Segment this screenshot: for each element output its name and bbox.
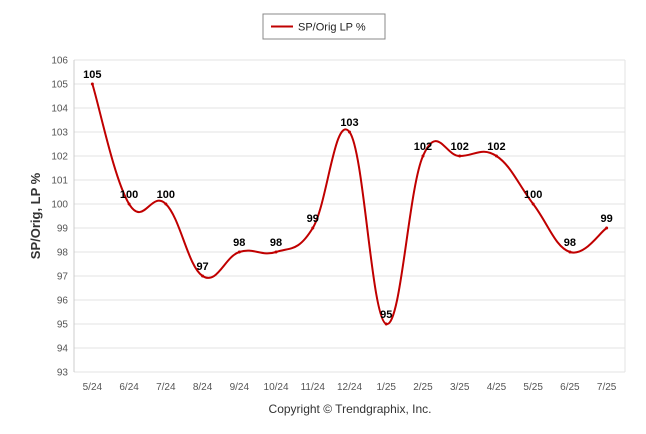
x-tick-label: 6/24 — [119, 382, 139, 393]
data-label: 95 — [380, 309, 392, 321]
copyright-footer: Copyright © Trendgraphix, Inc. — [269, 402, 432, 416]
data-label: 100 — [157, 189, 175, 201]
data-label: 102 — [487, 141, 505, 153]
data-label: 102 — [451, 141, 469, 153]
data-label: 98 — [233, 237, 245, 249]
data-label: 98 — [270, 237, 282, 249]
data-point — [458, 154, 462, 158]
data-point — [421, 154, 425, 158]
series-line — [91, 83, 608, 326]
data-label: 100 — [120, 189, 138, 201]
x-tick-label: 4/25 — [487, 382, 507, 393]
y-tick-label: 105 — [51, 80, 68, 91]
data-label: 102 — [414, 141, 432, 153]
x-tick-label: 9/24 — [230, 382, 250, 393]
data-point — [311, 226, 315, 230]
x-tick-label: 3/25 — [450, 382, 470, 393]
y-tick-label: 106 — [51, 56, 68, 67]
x-tick-label: 7/24 — [156, 382, 176, 393]
x-tick-label: 10/24 — [264, 382, 289, 393]
y-axis-ticks: 93 94 95 96 97 98 99 100 101 102 103 104 105 106 — [51, 56, 68, 379]
legend-label: SP/Orig LP % — [298, 22, 366, 34]
y-tick-label: 100 — [51, 200, 68, 211]
y-axis-label: SP/Orig, LP % — [28, 172, 43, 259]
data-label: 99 — [307, 213, 319, 225]
x-tick-label: 8/24 — [193, 382, 213, 393]
data-point — [384, 322, 388, 326]
y-tick-label: 104 — [51, 104, 68, 115]
x-tick-label: 5/24 — [83, 382, 103, 393]
data-points — [90, 82, 609, 326]
x-tick-label: 6/25 — [560, 382, 580, 393]
data-point — [127, 202, 131, 206]
y-tick-label: 102 — [51, 152, 68, 163]
data-label: 105 — [83, 69, 101, 81]
x-tick-label: 11/24 — [301, 382, 326, 393]
y-tick-label: 98 — [57, 248, 69, 259]
data-point — [494, 154, 498, 158]
data-point — [274, 250, 278, 254]
data-label: 99 — [601, 213, 613, 225]
data-labels: 105 100 100 97 98 98 99 103 95 102 102 102 100 98 99 — [83, 69, 613, 321]
y-tick-label: 103 — [51, 128, 68, 139]
x-tick-label: 5/25 — [523, 382, 543, 393]
x-axis-ticks: 5/24 6/24 7/24 8/24 9/24 10/24 11/24 12/24 1/25 2… — [83, 382, 617, 393]
x-tick-label: 12/24 — [337, 382, 362, 393]
data-point — [164, 202, 168, 206]
y-tick-label: 96 — [57, 296, 69, 307]
data-label: 100 — [524, 189, 542, 201]
y-tick-label: 99 — [57, 224, 69, 235]
x-tick-label: 2/25 — [413, 382, 433, 393]
data-point — [348, 130, 351, 134]
data-point — [605, 226, 609, 230]
data-point — [90, 82, 94, 86]
legend: SP/Orig LP % — [262, 13, 386, 40]
data-point — [237, 250, 241, 254]
x-tick-label: 7/25 — [597, 382, 617, 393]
y-tick-label: 95 — [57, 320, 69, 331]
y-tick-label: 94 — [57, 344, 69, 355]
data-label: 97 — [196, 261, 208, 273]
y-tick-label: 97 — [57, 272, 69, 283]
data-point — [531, 202, 535, 206]
y-tick-label: 93 — [57, 368, 69, 379]
data-point — [568, 250, 572, 254]
data-label: 103 — [340, 117, 358, 129]
y-tick-label: 101 — [51, 176, 68, 187]
x-tick-label: 1/25 — [376, 382, 396, 393]
data-point — [201, 274, 205, 278]
data-label: 98 — [564, 237, 576, 249]
